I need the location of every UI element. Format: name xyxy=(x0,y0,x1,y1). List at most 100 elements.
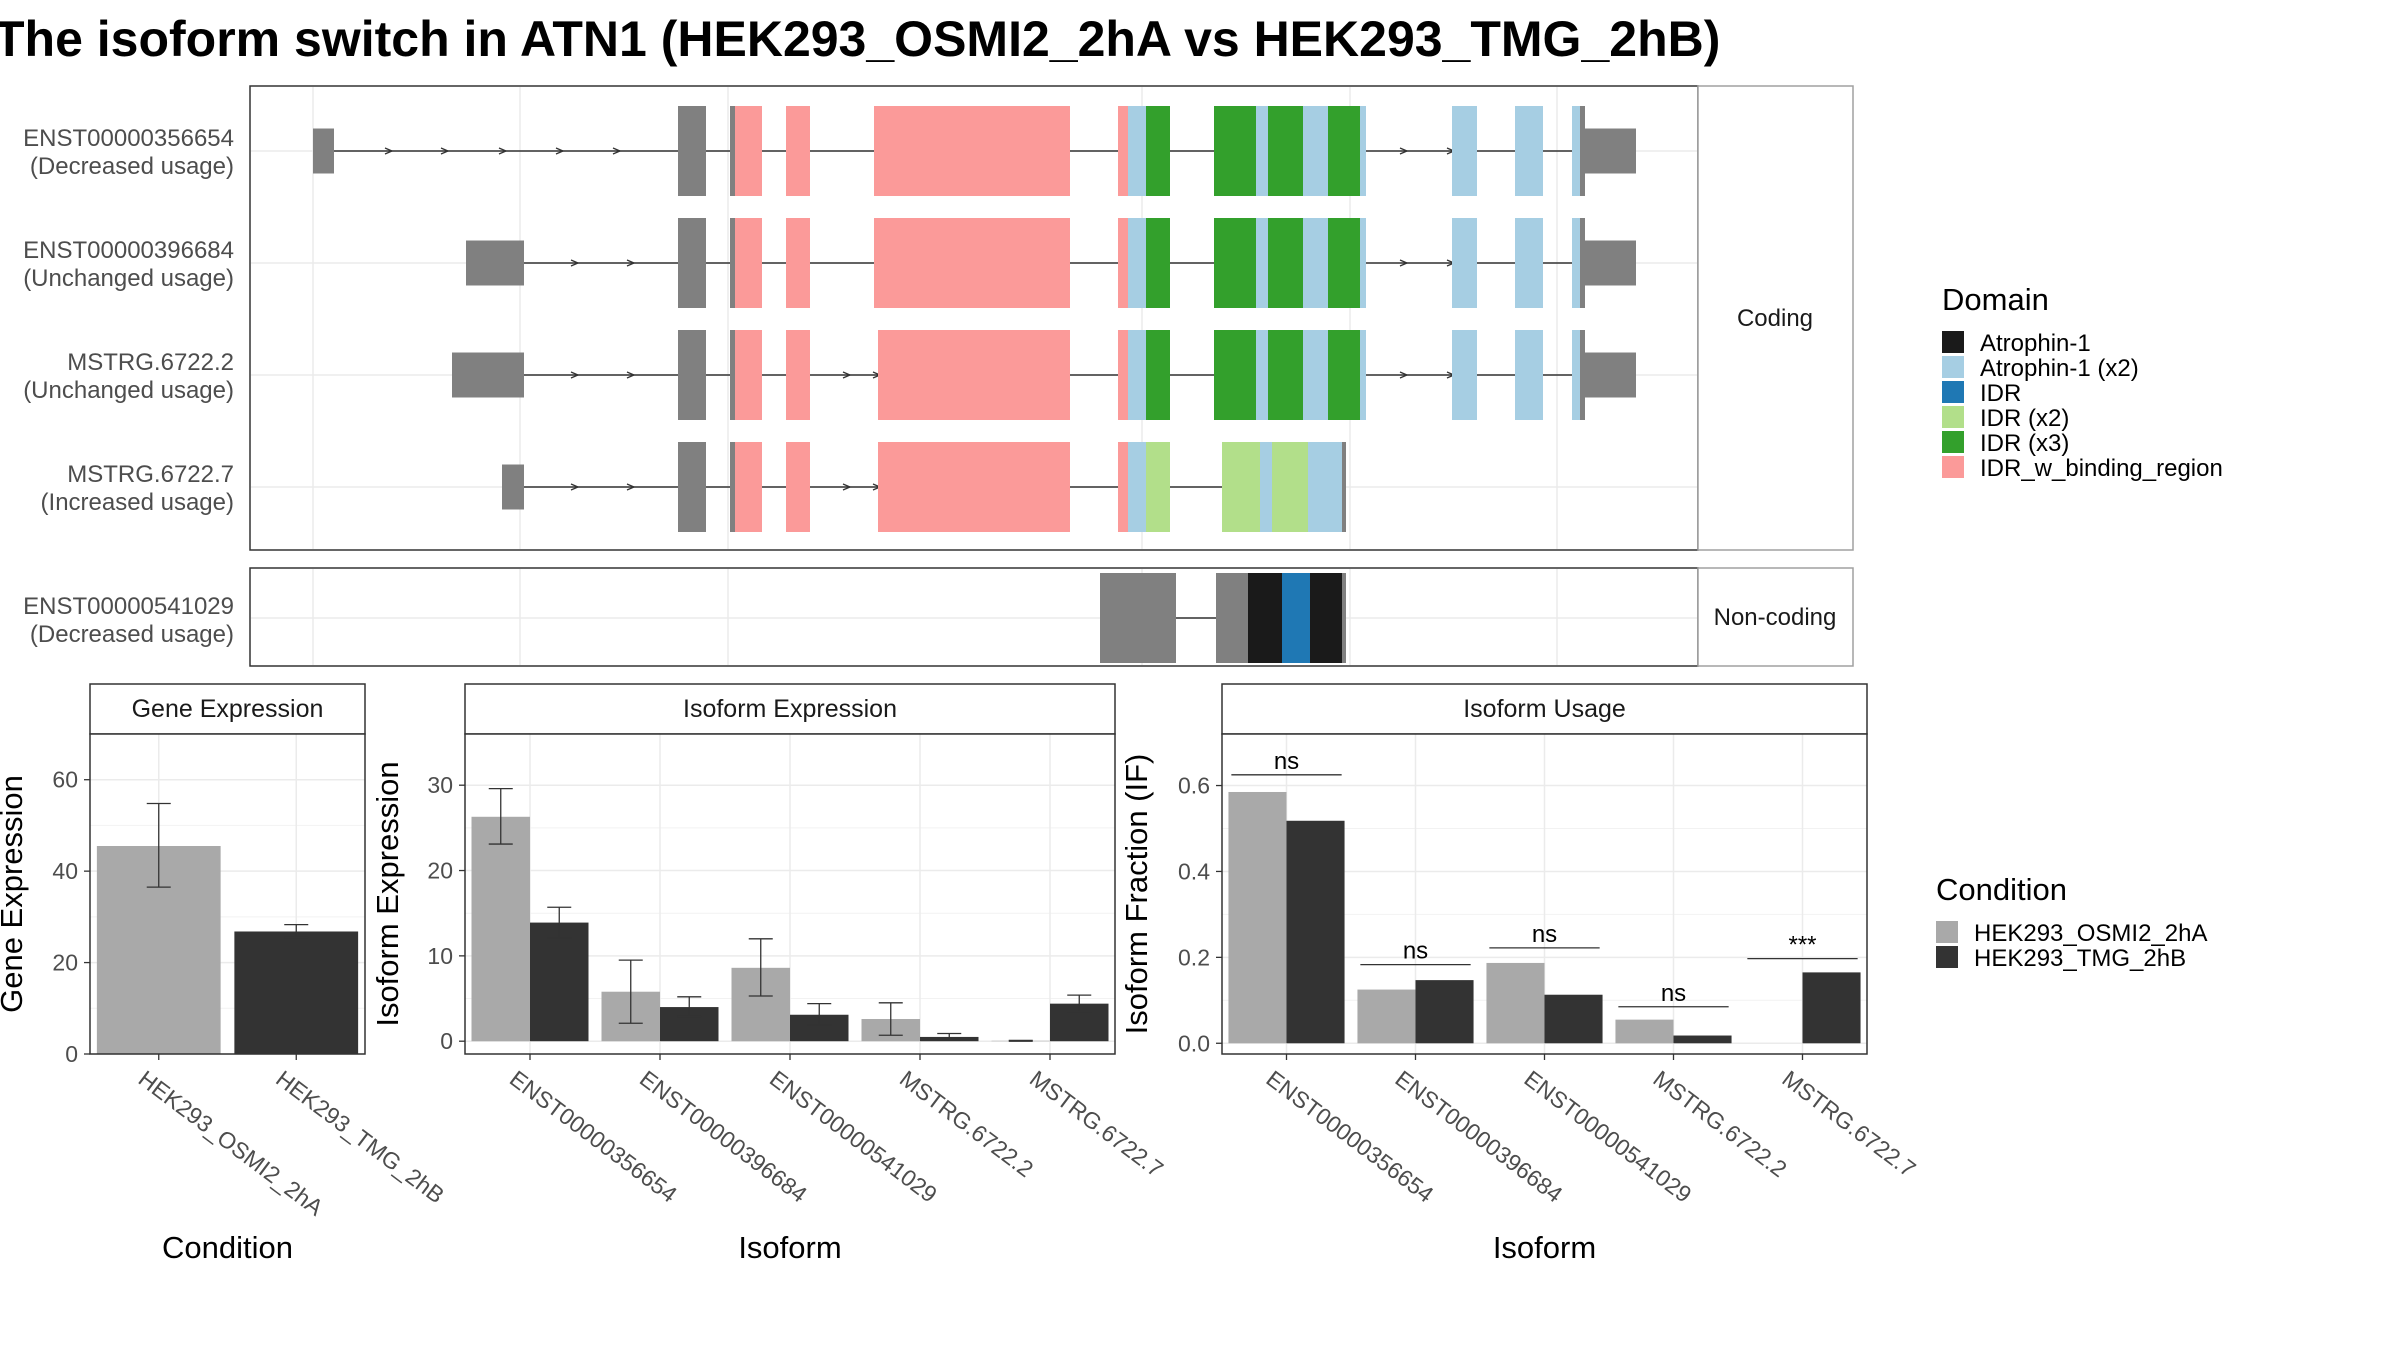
coding-exon xyxy=(786,330,810,420)
utr-exon xyxy=(1585,353,1636,398)
bar-ENST00000541029-HEK293_OSMI2_2hA xyxy=(1486,963,1544,1043)
legend-label-idr-x2: IDR (x2) xyxy=(1980,405,2069,432)
coding-exon xyxy=(786,106,810,196)
coding-exon xyxy=(1360,330,1366,420)
coding-exon xyxy=(1360,106,1366,196)
coding-exon xyxy=(1342,442,1346,532)
y-axis-title: Gene Expression xyxy=(0,775,29,1013)
coding-exon xyxy=(1216,573,1248,663)
coding-exon xyxy=(878,442,1070,532)
x-axis-title: Condition xyxy=(162,1230,293,1265)
domain-legend-title: Domain xyxy=(1942,282,2049,317)
coding-exon xyxy=(1118,330,1128,420)
bar-ENST00000396684-HEK293_OSMI2_2hA xyxy=(1357,990,1415,1044)
coding-exon xyxy=(1303,218,1328,308)
utr-exon xyxy=(502,465,524,510)
y-axis-title: Isoform Fraction (IF) xyxy=(1119,754,1154,1035)
y-tick-label: 0 xyxy=(440,1028,453,1054)
coding-exon xyxy=(1268,330,1303,420)
utr-exon xyxy=(313,129,334,174)
coding-exon xyxy=(1256,106,1268,196)
bar-MSTRG.6722.2-HEK293_TMG_2hB xyxy=(1674,1036,1732,1044)
coding-exon xyxy=(1572,106,1580,196)
coding-exon xyxy=(1452,106,1477,196)
coding-exon xyxy=(1146,218,1170,308)
coding-exon xyxy=(1572,330,1580,420)
x-axis-title: Isoform xyxy=(1493,1230,1596,1265)
coding-exon xyxy=(1146,442,1170,532)
legend-swatch-atrophin-1 xyxy=(1942,331,1964,353)
coding-exon xyxy=(1580,330,1585,420)
coding-exon xyxy=(786,218,810,308)
coding-strip-label: Coding xyxy=(1737,305,1813,332)
isoform-label-4: MSTRG.6722.7 xyxy=(67,461,234,488)
coding-exon xyxy=(735,218,762,308)
condition-legend-title: Condition xyxy=(1936,872,2067,907)
y-tick-label: 30 xyxy=(427,772,453,798)
coding-exon xyxy=(1146,106,1170,196)
utr-exon xyxy=(1585,129,1636,174)
coding-exon xyxy=(1248,573,1282,663)
coding-exon xyxy=(730,106,735,196)
coding-exon xyxy=(1118,218,1128,308)
noncoding-strip-label: Non-coding xyxy=(1714,604,1837,631)
coding-exon xyxy=(730,442,735,532)
isoform-label-2: ENST00000396684 xyxy=(23,237,234,264)
significance-label: ns xyxy=(1403,938,1428,965)
legend-label-atrophin-1: Atrophin-1 xyxy=(1980,330,2091,357)
x-axis-title: Isoform xyxy=(738,1230,841,1265)
coding-exon xyxy=(1214,106,1256,196)
coding-exon xyxy=(730,330,735,420)
y-tick-label: 20 xyxy=(427,858,453,884)
isoform-label-3: MSTRG.6722.2 xyxy=(67,349,234,376)
bar-ENST00000356654-HEK293_OSMI2_2hA xyxy=(472,817,531,1041)
coding-exon xyxy=(1256,330,1268,420)
utr-exon xyxy=(1585,241,1636,286)
coding-exon xyxy=(1146,330,1170,420)
legend-swatch-atrophin-1-x2 xyxy=(1942,356,1964,378)
isoform-structure-5 xyxy=(1100,573,1346,663)
coding-exon xyxy=(1328,330,1360,420)
coding-exon xyxy=(1303,330,1328,420)
coding-exon xyxy=(1303,106,1328,196)
coding-exon xyxy=(735,106,762,196)
coding-exon xyxy=(1515,106,1543,196)
isoform-usage-5: (Decreased usage) xyxy=(30,621,234,648)
coding-exon xyxy=(874,106,1070,196)
coding-exon xyxy=(735,442,762,532)
legend-label-idr-w-binding-region: IDR_w_binding_region xyxy=(1980,455,2223,482)
y-tick-label: 20 xyxy=(52,950,78,976)
legend-swatch-idr-w-binding-region xyxy=(1942,456,1964,478)
coding-exon xyxy=(678,106,706,196)
coding-exon xyxy=(1214,218,1256,308)
coding-exon xyxy=(1452,218,1477,308)
coding-exon xyxy=(735,330,762,420)
coding-exon xyxy=(878,330,1070,420)
isoform-usage-3: (Unchanged usage) xyxy=(23,377,234,404)
bar-ENST00000356654-HEK293_OSMI2_2hA xyxy=(1228,792,1286,1043)
utr-exon xyxy=(466,241,524,286)
coding-exon xyxy=(786,442,810,532)
coding-exon xyxy=(1128,442,1146,532)
isoform-usage-4: (Increased usage) xyxy=(41,489,234,516)
significance-label: ns xyxy=(1661,980,1686,1007)
coding-exon xyxy=(1272,442,1308,532)
y-tick-label: 0.6 xyxy=(1178,773,1210,799)
coding-exon xyxy=(1328,218,1360,308)
coding-exon xyxy=(1214,330,1256,420)
coding-exon xyxy=(1260,442,1272,532)
coding-exon xyxy=(1328,106,1360,196)
utr-exon xyxy=(452,353,524,398)
legend-label-atrophin-1-x2: Atrophin-1 (x2) xyxy=(1980,355,2139,382)
bar-HEK293_TMG_2hB xyxy=(234,931,358,1054)
transcript-structure-panel xyxy=(250,86,1698,666)
coding-exon xyxy=(1128,106,1146,196)
legend-swatch-tmg xyxy=(1936,946,1958,968)
coding-exon xyxy=(1580,106,1585,196)
gene-expression-strip-label: Gene Expression xyxy=(132,695,324,723)
y-tick-label: 10 xyxy=(427,943,453,969)
y-axis-title: Isoform Expression xyxy=(370,761,405,1026)
coding-exon xyxy=(1308,442,1342,532)
legend-swatch-idr xyxy=(1942,381,1964,403)
